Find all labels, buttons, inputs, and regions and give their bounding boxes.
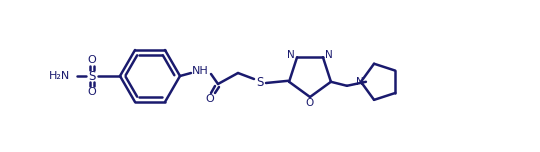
Text: S: S	[89, 69, 96, 83]
Text: N: N	[287, 50, 295, 60]
Text: O: O	[306, 98, 314, 108]
Text: O: O	[87, 87, 96, 97]
Text: NH: NH	[192, 66, 208, 76]
Text: S: S	[256, 76, 264, 90]
Text: O: O	[87, 55, 96, 65]
Text: O: O	[206, 94, 214, 104]
Text: N: N	[356, 77, 364, 87]
Text: H₂N: H₂N	[49, 71, 70, 81]
Text: N: N	[325, 50, 333, 60]
